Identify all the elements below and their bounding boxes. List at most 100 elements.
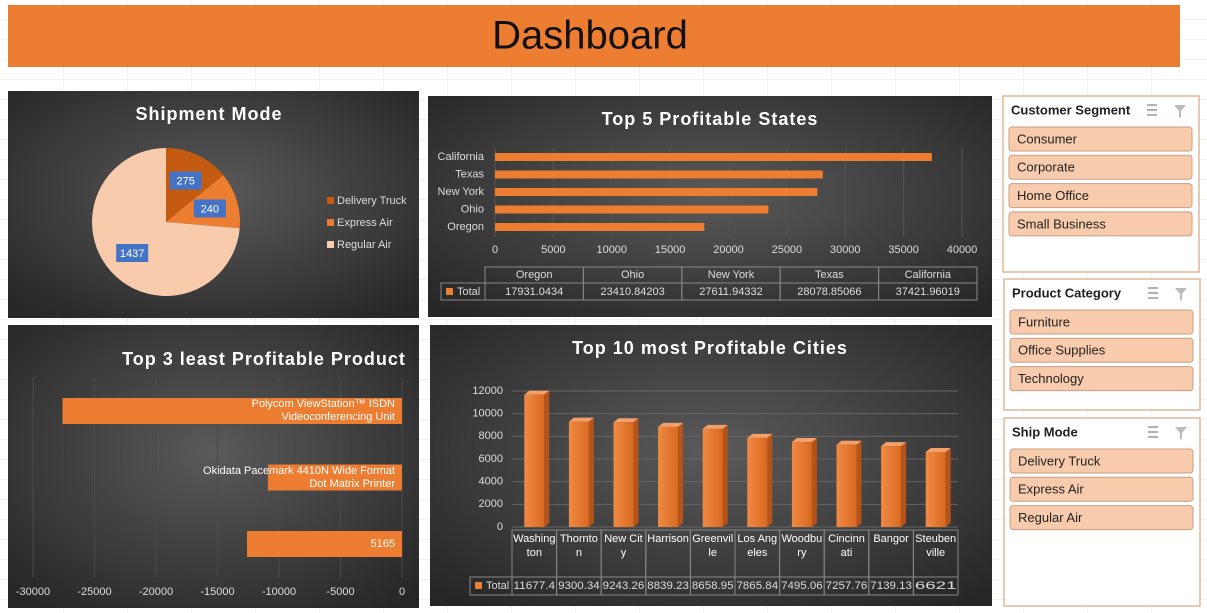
table-cell <box>912 576 959 596</box>
bar <box>613 422 634 527</box>
x-tick-label: -25000 <box>77 586 111 598</box>
y-tick-label: 2000 <box>479 498 503 510</box>
bar <box>62 398 403 424</box>
slicer-title: Product Category <box>1012 285 1122 300</box>
data-label-box <box>169 171 202 190</box>
page-title: Dashboard <box>492 14 688 58</box>
bar-label-box: Polycom ViewStation™ ISDN Videoconferenc… <box>251 398 395 423</box>
x-tick-label: Steubenville <box>915 533 957 559</box>
table-value: 11677.4 <box>514 580 556 592</box>
x-tick-label: 5000 <box>541 244 565 256</box>
slicer-title: Customer Segment <box>1011 102 1131 117</box>
legend-label: Total <box>457 286 480 298</box>
slicer-item[interactable]: Regular Air <box>1009 505 1194 531</box>
slicer-item[interactable]: Consumer <box>1008 126 1193 152</box>
bar-top <box>925 447 951 452</box>
x-tick-label: New City <box>604 533 643 559</box>
bar-side <box>856 440 862 527</box>
bar-top <box>791 438 817 443</box>
legend-swatch <box>327 219 334 226</box>
bar-label-box: 5165 <box>370 537 395 550</box>
x-tick-label: 0 <box>399 586 405 598</box>
bar-side <box>901 442 907 527</box>
legend-swatch <box>446 288 453 295</box>
x-tick-label-box: Thornton <box>560 533 598 559</box>
legend-label: Express Air <box>337 217 393 229</box>
y-tick-label: Oregon <box>447 221 484 233</box>
slicer-item[interactable]: Small Business <box>1008 211 1193 237</box>
bar <box>702 428 723 527</box>
x-tick-label: -15000 <box>200 586 234 598</box>
bar <box>247 531 402 557</box>
table-cell <box>878 282 978 301</box>
legend-swatch <box>475 582 482 589</box>
slicer-button <box>1008 126 1193 152</box>
x-tick-label-box: Cincinnati <box>828 533 865 559</box>
x-tick-label: Cincinnati <box>828 533 865 559</box>
x-tick-label: -30000 <box>16 586 50 598</box>
table-value: 7495.06 <box>781 580 823 592</box>
bar-side <box>633 418 639 527</box>
bar-top <box>524 390 550 395</box>
bar <box>836 444 857 527</box>
slicer-item[interactable]: Express Air <box>1009 476 1194 502</box>
legend-label: Delivery Truck <box>337 195 407 207</box>
bar <box>791 442 812 527</box>
slicer-button <box>1009 505 1194 531</box>
x-tick-label: Woodbury <box>781 533 823 559</box>
y-tick-label: 10000 <box>472 408 503 420</box>
x-tick-label: Harrison <box>647 533 689 545</box>
slicer-button <box>1008 183 1193 209</box>
x-tick-label: -20000 <box>139 586 173 598</box>
x-tick-label-box: Los Angeles <box>737 533 777 559</box>
table-value: 27611.94332 <box>699 286 762 298</box>
slicer-item-label: Consumer <box>1017 131 1078 146</box>
slicer-item-label: Regular Air <box>1018 510 1083 525</box>
bar-side <box>678 422 684 527</box>
table-value: 7257.76 <box>826 580 868 592</box>
y-tick-label: California <box>438 151 485 163</box>
table-header: Oregon <box>516 269 553 281</box>
slicer-item-label: Furniture <box>1018 314 1070 329</box>
bar-side <box>588 417 594 527</box>
bar <box>495 205 769 214</box>
bar <box>568 421 589 527</box>
bar-top <box>881 442 907 447</box>
bar-top <box>613 418 639 423</box>
table-value: 9300.34 <box>558 580 600 592</box>
bar-top <box>568 417 594 422</box>
slicer-item[interactable]: Home Office <box>1008 183 1193 209</box>
table-value: 28078.85066 <box>797 286 861 298</box>
bar <box>925 451 946 527</box>
table-value: 37421.96019 <box>896 286 960 298</box>
y-tick-label: Texas <box>455 168 484 180</box>
slicer-button <box>1009 448 1194 474</box>
slicer-item[interactable]: Corporate <box>1008 154 1193 180</box>
table-cell <box>469 576 513 596</box>
table-value: 8658.95 <box>692 580 734 592</box>
chart-title: Shipment Mode <box>136 104 283 124</box>
x-tick-label: 0 <box>492 244 498 256</box>
x-tick-label-box: Steubenville <box>915 533 957 559</box>
table-value: 23410.84203 <box>600 286 664 298</box>
slicer-item[interactable]: Technology <box>1009 366 1194 392</box>
x-tick-label: 35000 <box>888 244 919 256</box>
data-label: 1437 <box>120 248 144 260</box>
data-label-box <box>193 199 226 218</box>
x-tick-label: 10000 <box>596 244 627 256</box>
bar-label: 5165 <box>370 537 395 550</box>
slicer-item-label: Technology <box>1018 371 1084 386</box>
slicer-item[interactable]: Office Supplies <box>1009 337 1194 363</box>
x-tick-label: -5000 <box>326 586 354 598</box>
bar-label: Polycom ViewStation™ ISDN Videoconferenc… <box>251 398 395 423</box>
table-header: New York <box>708 269 755 281</box>
y-tick-label: 4000 <box>479 476 503 488</box>
y-tick-label: 8000 <box>479 430 503 442</box>
data-label: 275 <box>176 175 194 187</box>
chart-title: Top 5 Profitable States <box>602 109 819 129</box>
legend-swatch <box>327 241 334 248</box>
slicer-item-label: Office Supplies <box>1018 343 1106 358</box>
slicer-item[interactable]: Furniture <box>1009 309 1194 335</box>
slicer-item[interactable]: Delivery Truck <box>1009 448 1194 474</box>
